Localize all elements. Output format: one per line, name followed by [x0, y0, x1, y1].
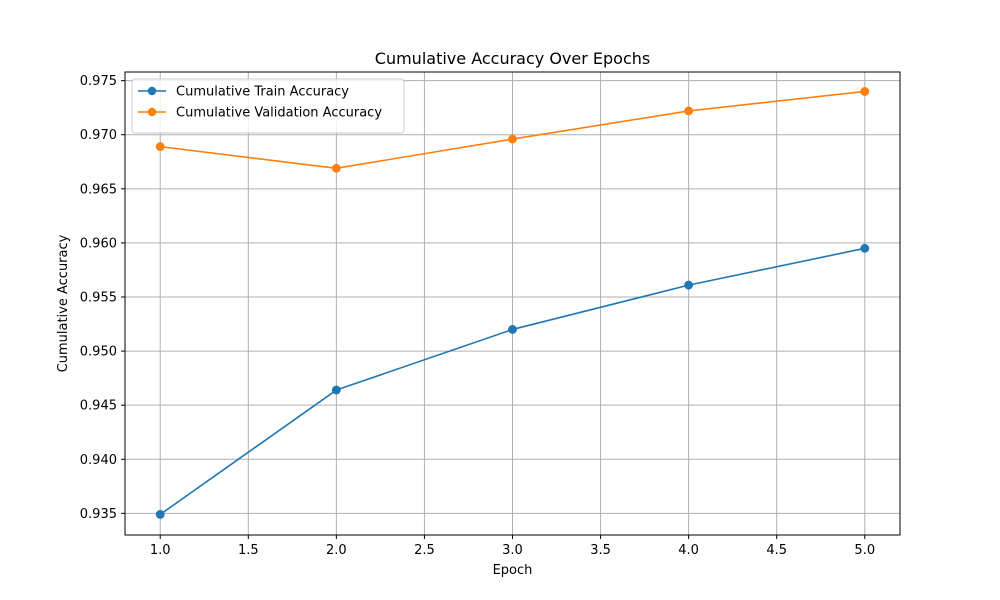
x-tick-label: 4.0 [678, 543, 699, 558]
x-axis-label: Epoch [493, 563, 533, 578]
y-tick-label: 0.955 [80, 291, 117, 306]
cumulative-train-accuracy-point [684, 280, 694, 290]
grid-lines [125, 72, 900, 535]
legend: Cumulative Train Accuracy Cumulative Vali… [131, 78, 405, 134]
x-tick-label: 1.5 [238, 543, 259, 558]
x-tick-label: 3.5 [590, 543, 611, 558]
legend-box [131, 78, 405, 134]
y-tick-label: 0.935 [80, 507, 117, 522]
cumulative-train-accuracy-point [508, 325, 517, 334]
cumulative-validation-accuracy-point [331, 163, 341, 173]
y-tick-label: 0.950 [80, 345, 117, 360]
y-tick-label: 0.965 [80, 182, 117, 197]
y-axis-label: Cumulative Accuracy [56, 234, 71, 372]
y-tick-label: 0.945 [80, 399, 117, 414]
x-tick-label: 3.0 [502, 543, 523, 558]
y-tick-label: 0.960 [80, 236, 117, 251]
legend-label-cumulative-validation-accuracy: Cumulative Validation Accuracy [176, 106, 382, 121]
x-tick-label: 2.0 [326, 543, 347, 558]
y-tick-label: 0.940 [80, 453, 117, 468]
x-tick-label: 5.0 [854, 543, 875, 558]
cumulative-validation-accuracy-point [155, 142, 165, 152]
y-tick-label: 0.975 [80, 74, 117, 89]
cumulative-train-accuracy-point [331, 385, 341, 395]
legend-swatch-marker [147, 107, 157, 117]
cumulative-validation-accuracy-point [684, 106, 694, 116]
series-lines [155, 87, 870, 519]
x-tick-label: 4.5 [766, 543, 787, 558]
cumulative-validation-accuracy-point [860, 87, 870, 96]
cumulative-train-accuracy-point [860, 243, 870, 253]
axis-ticks: 1.0 1.5 2.0 2.5 3.0 3.5 4.0 4.5 5.0 0.935 0.940 0.9… [80, 74, 875, 558]
chart-title: Cumulative Accuracy Over Epochs [375, 49, 650, 68]
x-tick-label: 2.5 [414, 543, 435, 558]
legend-label-cumulative-train-accuracy: Cumulative Train Accuracy [176, 85, 349, 100]
cumulative-train-accuracy-point [155, 509, 165, 519]
cumulative-validation-accuracy-point [508, 134, 517, 144]
legend-swatch-marker [147, 86, 157, 96]
y-tick-label: 0.970 [80, 128, 117, 143]
x-tick-label: 1.0 [150, 543, 171, 558]
